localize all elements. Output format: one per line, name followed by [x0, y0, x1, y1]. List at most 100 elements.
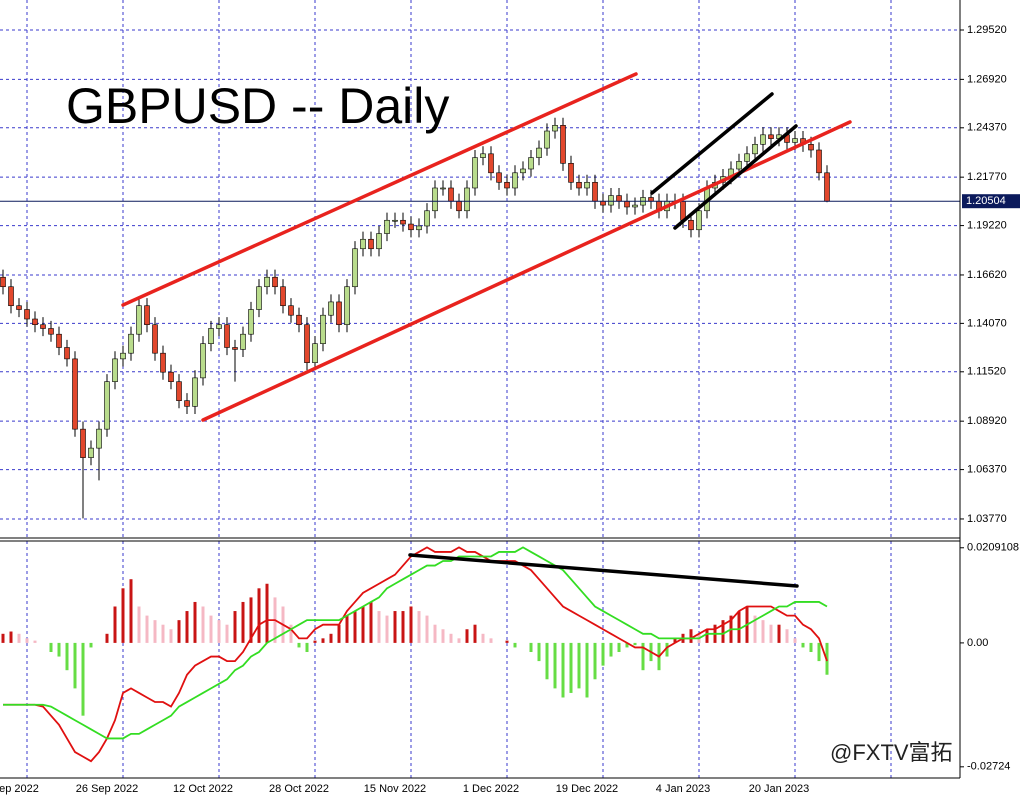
histogram-bar — [577, 642, 581, 689]
candle-body — [120, 352, 126, 360]
x-tick-label: 15 Nov 2022 — [364, 783, 426, 795]
y-tick-label: 1.19220 — [967, 219, 1007, 231]
candle-body — [72, 358, 78, 430]
candle-body — [528, 157, 534, 170]
histogram-bar — [161, 624, 165, 643]
candle-body — [584, 181, 590, 189]
candle-body — [600, 200, 606, 206]
candle-body — [368, 238, 374, 250]
candle-body — [760, 134, 766, 145]
histogram-bar — [113, 606, 117, 643]
histogram-bar — [553, 642, 557, 689]
histogram-bar — [449, 633, 453, 643]
candle-body — [632, 204, 638, 208]
histogram-bar — [105, 633, 109, 643]
histogram-bar — [57, 642, 61, 657]
histogram-bar — [617, 642, 621, 652]
histogram-bar — [593, 642, 597, 680]
histogram-bar — [297, 642, 301, 648]
histogram-bar — [601, 642, 605, 666]
candle-body — [328, 301, 334, 316]
candle-body — [552, 125, 558, 132]
histogram-bar — [1, 633, 5, 643]
candle-body — [816, 149, 822, 174]
histogram-bar — [641, 642, 645, 671]
histogram-bar — [145, 615, 149, 643]
candle-body — [544, 130, 550, 149]
candle-body — [144, 305, 150, 326]
histogram-bar — [417, 611, 421, 643]
candle-body — [424, 210, 430, 227]
candle-body — [464, 187, 470, 212]
candle-body — [536, 147, 542, 158]
histogram-bar — [737, 611, 741, 643]
y-tick-label: 1.14070 — [967, 317, 1007, 329]
histogram-bar — [513, 642, 517, 648]
current-price-box — [962, 194, 1020, 209]
histogram-bar — [201, 606, 205, 643]
histogram-bar — [785, 629, 789, 643]
y-tick-label: 1.11520 — [967, 366, 1006, 378]
candle-body — [168, 371, 174, 382]
histogram-bar — [801, 642, 805, 648]
candle-body — [64, 347, 70, 360]
histogram-bar — [25, 638, 29, 643]
candle-body — [320, 314, 326, 344]
candle-body — [80, 428, 86, 458]
histogram-bar — [777, 624, 781, 643]
histogram-bar — [625, 642, 629, 648]
plot-area: 1.29520 1.26920 1.24370 1.21770 1.19220 1.166… — [0, 0, 1020, 778]
candle-body — [616, 195, 622, 202]
chart-title: GBPUSD -- Daily — [66, 78, 449, 134]
histogram-bar — [705, 629, 709, 643]
candle-body — [752, 144, 758, 155]
candle-body — [576, 181, 582, 189]
candle-body — [56, 333, 62, 348]
candle-body — [296, 314, 302, 326]
candle-body — [152, 324, 158, 354]
histogram-bar — [393, 611, 397, 643]
histogram-bar — [153, 620, 157, 643]
candle-body — [136, 305, 142, 335]
candle-body — [768, 134, 774, 139]
candle-body — [184, 400, 190, 407]
candle-body — [312, 343, 318, 363]
histogram-bar — [369, 601, 373, 643]
indicator-line — [3, 546, 828, 740]
histogram-bar — [233, 611, 237, 643]
histogram-bar — [169, 629, 173, 643]
candle-body — [400, 219, 406, 225]
candle-body — [824, 172, 830, 202]
histogram-bar — [441, 629, 445, 643]
histogram-bar — [385, 615, 389, 643]
candle-body — [208, 328, 214, 344]
x-tick-label: 19 Dec 2022 — [556, 783, 618, 795]
histogram-bar — [793, 638, 797, 643]
histogram-bar — [673, 638, 677, 643]
histogram-bar — [689, 629, 693, 643]
histogram-bar — [433, 624, 437, 643]
histogram-bar — [241, 601, 245, 643]
candle-body — [504, 181, 510, 189]
candle-body — [560, 125, 566, 164]
histogram-bar — [545, 642, 549, 680]
histogram-bar — [361, 606, 365, 643]
histogram-bar — [505, 640, 509, 643]
x-tick-label: 26 Sep 2022 — [76, 783, 138, 795]
y-tick-label: 1.21770 — [967, 171, 1007, 183]
candle-body — [448, 187, 454, 202]
candle-body — [352, 248, 358, 288]
candle-body — [496, 172, 502, 183]
candle-body — [200, 343, 206, 379]
candle-body — [736, 161, 742, 170]
histogram-bar — [137, 606, 141, 643]
y-tick-label: -0.02724 — [967, 761, 1010, 773]
y-tick-label: 0.00 — [967, 637, 988, 649]
candle-body — [744, 153, 750, 162]
y-tick-label: 0.0209108 — [967, 542, 1019, 554]
candle-body — [16, 305, 22, 310]
candle-body — [304, 324, 310, 363]
histogram-bar — [473, 624, 477, 643]
histogram-bar — [249, 597, 253, 643]
watermark: @FXTV富拓 — [830, 740, 953, 765]
